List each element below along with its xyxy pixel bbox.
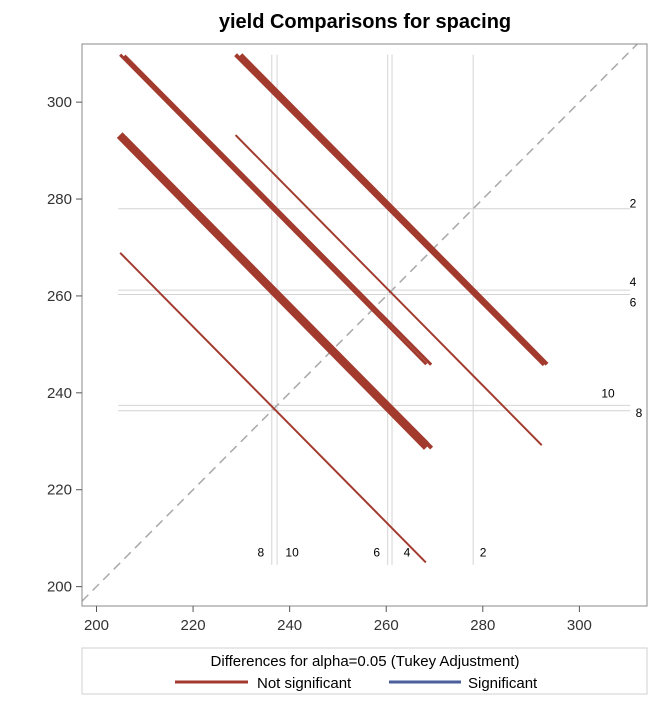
y-tick-label-300: 300 bbox=[47, 94, 72, 111]
y-axis: 200 220 240 260 280 300 bbox=[47, 94, 82, 596]
horizontal-reference-lines bbox=[118, 208, 631, 412]
legend: Differences for alpha=0.05 (Tukey Adjust… bbox=[81, 647, 648, 695]
comparison-2-6 bbox=[239, 53, 549, 366]
href-label-4: 4 bbox=[630, 275, 637, 289]
comparison-segments bbox=[116, 53, 549, 564]
x-tick-label-200: 200 bbox=[84, 617, 109, 634]
href-label-2: 2 bbox=[630, 197, 637, 211]
x-axis: 200 220 240 260 280 300 bbox=[84, 606, 592, 634]
diagonal-reference bbox=[81, 43, 638, 602]
comparison-2-8 bbox=[234, 134, 543, 446]
x-tick-label-300: 300 bbox=[567, 617, 592, 634]
comparison-6-10 bbox=[125, 139, 429, 445]
vertical-reference-labels: 8 10 6 4 2 bbox=[257, 546, 486, 560]
legend-label-not-significant: Not significant bbox=[257, 675, 352, 692]
comparison-4-8 bbox=[123, 54, 433, 366]
legend-title: Differences for alpha=0.05 (Tukey Adjust… bbox=[211, 653, 520, 670]
diagonal-line bbox=[81, 43, 638, 602]
vref-label-2: 2 bbox=[480, 546, 487, 560]
x-tick-label-280: 280 bbox=[470, 617, 495, 634]
x-tick-label-240: 240 bbox=[277, 617, 302, 634]
chart-title: yield Comparisons for spacing bbox=[219, 11, 511, 33]
href-label-10: 10 bbox=[601, 386, 615, 400]
comparison-2-4 bbox=[234, 53, 546, 367]
href-label-6: 6 bbox=[630, 295, 637, 309]
y-tick-label-220: 220 bbox=[47, 482, 72, 499]
comparison-4-6 bbox=[119, 53, 428, 366]
href-label-8: 8 bbox=[636, 406, 643, 420]
plot-frame bbox=[81, 43, 648, 607]
vref-label-8: 8 bbox=[257, 546, 264, 560]
horizontal-reference-labels: 2 4 6 10 8 bbox=[601, 197, 642, 420]
vref-label-4: 4 bbox=[404, 546, 411, 560]
vertical-reference-lines bbox=[271, 54, 474, 565]
x-tick-label-220: 220 bbox=[181, 617, 206, 634]
y-tick-label-280: 280 bbox=[47, 191, 72, 208]
y-tick-label-200: 200 bbox=[47, 579, 72, 596]
x-tick-label-260: 260 bbox=[374, 617, 399, 634]
y-tick-label-240: 240 bbox=[47, 385, 72, 402]
legend-box bbox=[81, 647, 648, 695]
vref-label-6: 6 bbox=[373, 546, 380, 560]
comparison-8-10 bbox=[119, 252, 427, 564]
y-tick-label-260: 260 bbox=[47, 288, 72, 305]
plot-area: 8 10 6 4 2 2 4 6 10 8 bbox=[81, 43, 648, 607]
legend-label-significant: Significant bbox=[468, 675, 538, 692]
vref-label-10: 10 bbox=[285, 546, 299, 560]
